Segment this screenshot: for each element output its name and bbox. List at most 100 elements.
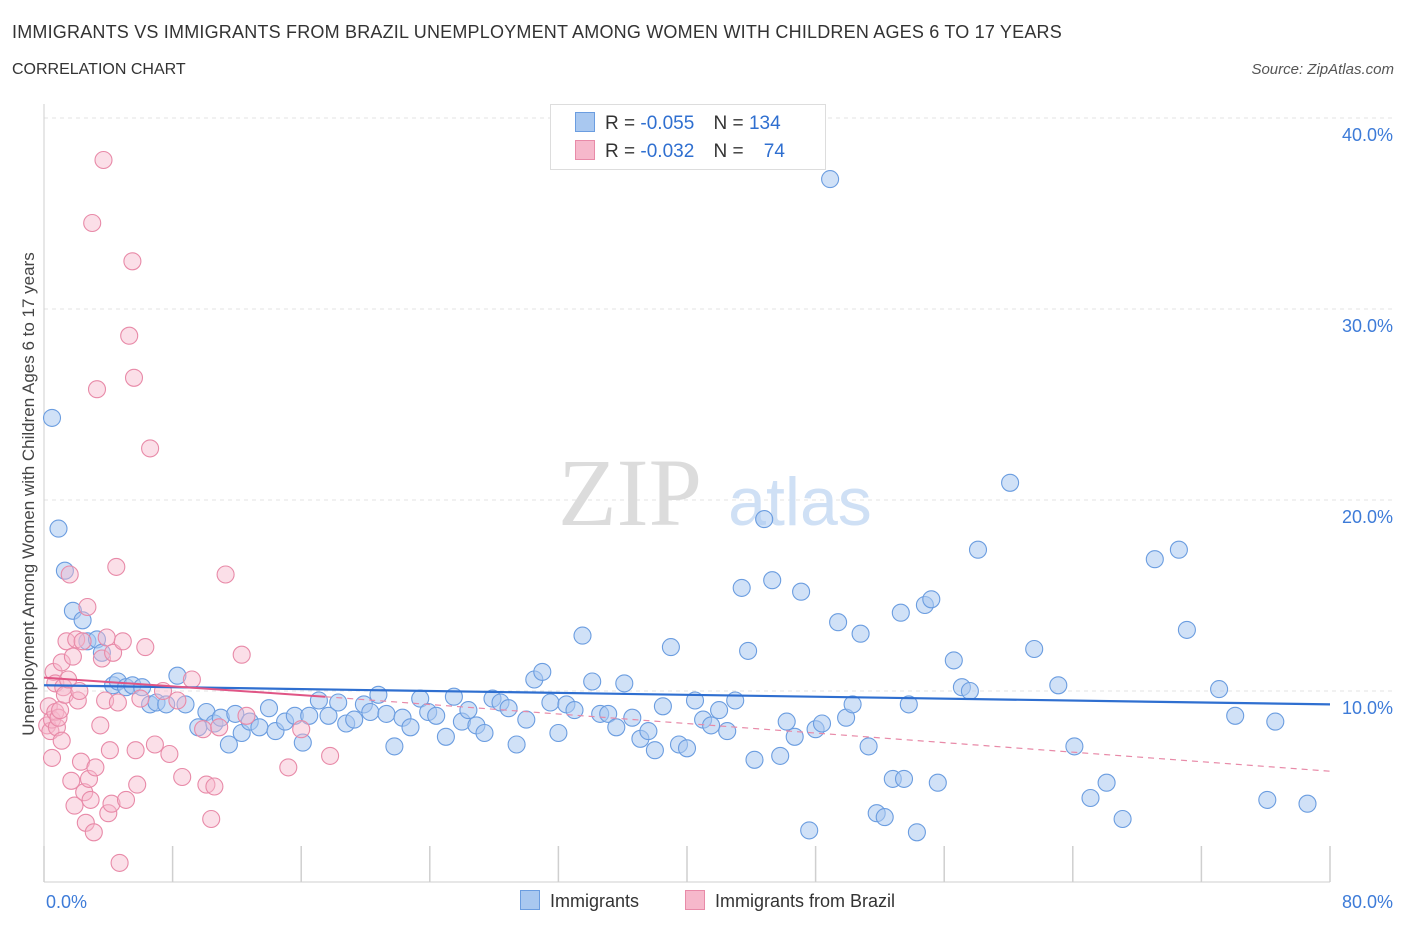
- point-immigrants: [73, 611, 92, 630]
- point-immigrants: [615, 674, 634, 693]
- point-immigrants: [219, 735, 238, 754]
- point-brazil: [232, 645, 251, 664]
- point-immigrants: [785, 727, 804, 746]
- point-brazil: [120, 326, 139, 345]
- point-immigrants: [157, 695, 176, 714]
- point-immigrants: [42, 408, 62, 427]
- trend-line-brazil: [43, 676, 326, 698]
- point-immigrants: [1258, 790, 1277, 809]
- point-immigrants: [436, 727, 455, 746]
- point-brazil: [292, 720, 311, 739]
- point-immigrants: [1097, 773, 1116, 792]
- bottom-legend-swatch-brazil: [685, 890, 705, 910]
- y-tick-label: 40.0%: [1342, 125, 1393, 145]
- x-tick-label: 0.0%: [46, 892, 87, 912]
- point-immigrants: [710, 701, 729, 720]
- point-immigrants: [300, 706, 319, 725]
- point-brazil: [79, 769, 99, 788]
- point-brazil: [279, 758, 298, 777]
- point-brazil: [81, 790, 100, 809]
- point-immigrants: [894, 769, 914, 788]
- x-tick-label: 80.0%: [1342, 892, 1393, 912]
- y-tick-label: 20.0%: [1342, 507, 1393, 527]
- point-immigrants: [718, 722, 737, 741]
- axes: [43, 104, 1331, 883]
- point-immigrants: [875, 808, 894, 827]
- point-immigrants: [1145, 550, 1164, 569]
- trend-line-immigrants: [43, 684, 1331, 706]
- point-immigrants: [1298, 794, 1317, 813]
- point-brazil: [128, 775, 147, 794]
- point-brazil: [65, 796, 84, 815]
- point-brazil: [97, 628, 116, 647]
- point-brazil: [51, 701, 70, 720]
- point-brazil: [194, 720, 213, 739]
- legend-swatch-immigrants: [575, 112, 595, 132]
- point-immigrants: [573, 626, 592, 645]
- point-immigrants: [49, 519, 68, 538]
- point-brazil: [216, 565, 235, 584]
- point-brazil: [83, 213, 102, 233]
- tick-labels: 10.0% 20.0% 30.0% 40.0% 0.0% 80.0%: [46, 125, 1393, 912]
- r-value: -0.055: [640, 113, 695, 134]
- point-brazil: [182, 670, 201, 689]
- point-brazil: [124, 368, 144, 387]
- point-immigrants: [583, 672, 602, 691]
- point-immigrants: [745, 750, 764, 769]
- point-immigrants: [168, 666, 187, 685]
- point-brazil: [52, 731, 71, 750]
- point-brazil: [107, 557, 126, 576]
- point-brazil: [160, 744, 179, 764]
- point-immigrants: [533, 662, 552, 681]
- point-immigrants: [459, 701, 478, 720]
- point-immigrants: [944, 651, 963, 670]
- point-immigrants: [259, 699, 279, 718]
- point-immigrants: [329, 693, 348, 712]
- point-immigrants: [851, 624, 870, 643]
- point-immigrants: [859, 737, 878, 756]
- point-brazil: [62, 771, 81, 790]
- point-immigrants: [1210, 680, 1229, 699]
- point-brazil: [68, 691, 87, 710]
- trend-lines: [43, 676, 1331, 772]
- point-immigrants: [1081, 788, 1100, 808]
- r-value: -0.032: [640, 141, 695, 162]
- point-immigrants: [345, 710, 364, 729]
- point-brazil: [86, 758, 105, 777]
- watermark: ZIP atlas: [558, 439, 872, 546]
- point-immigrants: [1025, 639, 1044, 659]
- y-axis-label: Unemployment Among Women with Children A…: [19, 252, 38, 736]
- point-immigrants: [293, 733, 312, 752]
- point-immigrants: [1169, 540, 1188, 559]
- point-immigrants: [922, 590, 941, 609]
- point-brazil: [84, 823, 103, 842]
- point-immigrants: [427, 706, 446, 725]
- legend-row-immigrants: R = -0.055 N = 134: [575, 112, 781, 136]
- point-brazil: [131, 689, 150, 708]
- point-brazil: [145, 735, 164, 754]
- point-immigrants: [899, 695, 918, 714]
- point-immigrants: [517, 710, 536, 729]
- trend-line-brazil-extension: [325, 696, 1331, 772]
- point-immigrants: [1001, 473, 1020, 492]
- point-immigrants: [891, 603, 910, 622]
- point-immigrants: [739, 641, 758, 660]
- point-immigrants: [755, 510, 774, 529]
- source-label: Source: ZipAtlas.com: [1251, 61, 1394, 78]
- point-immigrants: [645, 741, 664, 760]
- point-brazil: [63, 647, 82, 666]
- point-brazil: [237, 706, 256, 725]
- legend-row-brazil: R = -0.032 N = 74: [575, 140, 785, 164]
- watermark-zip: ZIP: [558, 439, 702, 546]
- bottom-legend-swatch-immigrants: [520, 890, 540, 910]
- n-value: 134: [748, 113, 781, 134]
- point-immigrants: [1226, 706, 1245, 725]
- point-immigrants: [661, 638, 680, 657]
- point-brazil: [104, 643, 123, 662]
- point-brazil: [52, 653, 71, 672]
- point-immigrants: [1049, 676, 1068, 695]
- point-immigrants: [800, 821, 819, 840]
- point-immigrants: [377, 704, 396, 723]
- point-brazil: [102, 794, 121, 813]
- point-immigrants: [732, 578, 751, 597]
